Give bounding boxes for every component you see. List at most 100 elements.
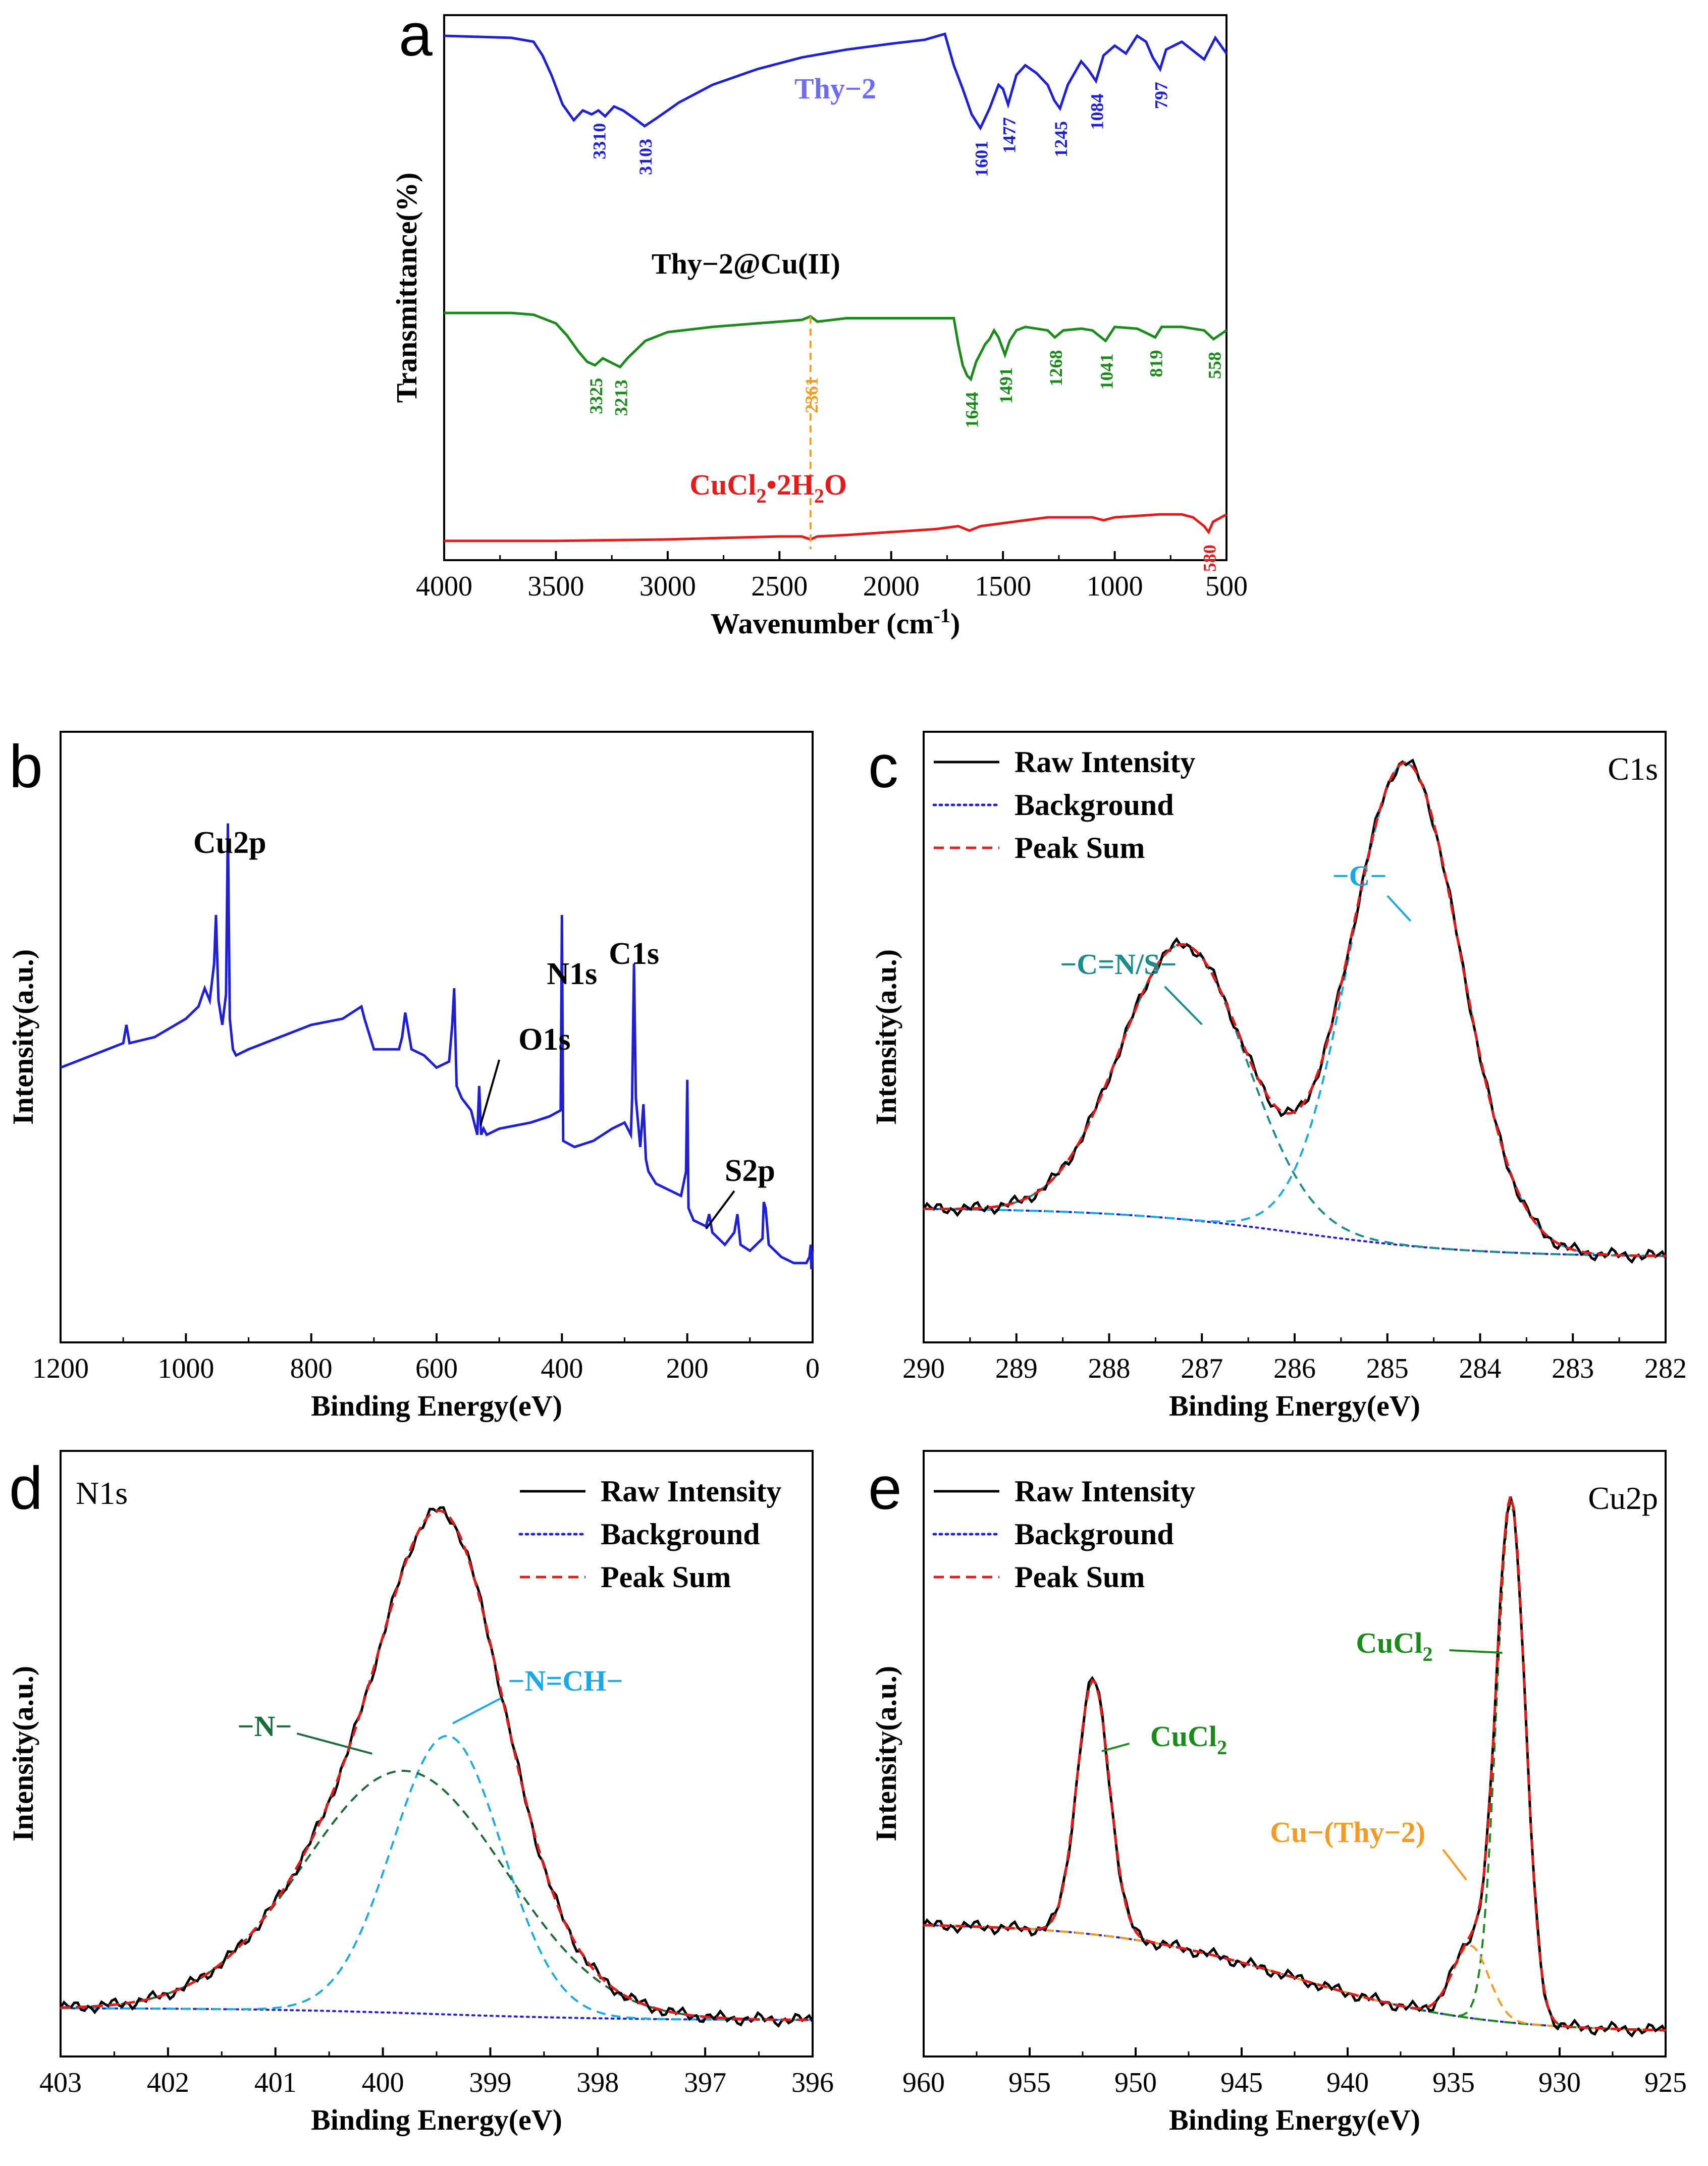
peak-label-558: 558 — [1204, 352, 1224, 379]
x-tick-label-e: 950 — [1114, 2067, 1157, 2098]
legend-label-0: Raw Intensity — [601, 1475, 781, 1508]
peak-label-s2p: S2p — [725, 1154, 775, 1188]
panel-letter-e: e — [868, 1454, 902, 1522]
y-axis-label-b: Intensity(a.u.) — [7, 949, 39, 1125]
peak-label-819: 819 — [1146, 350, 1166, 377]
x-tick-label-e: 940 — [1326, 2067, 1369, 2098]
x-tick-label-a: 2000 — [863, 571, 920, 602]
peak-label-o1s: O1s — [518, 1022, 570, 1057]
x-axis-label-a: Wavenumber (cm-1) — [711, 604, 960, 640]
legend-label-2: Peak Sum — [1015, 831, 1145, 864]
panel-letter-d: d — [9, 1454, 43, 1522]
x-tick-label-c: 282 — [1644, 1353, 1687, 1384]
chart-panel-c: 290 289 288 287 286 285 284 283 282 Binding Energ… — [870, 731, 1687, 1422]
legend-label-1: Background — [1015, 1518, 1174, 1551]
x-tick-label-a: 2500 — [751, 571, 808, 602]
series-label-cucl2: CuCl2•2H2O — [689, 468, 847, 507]
series-line-Thy-2 — [444, 32, 1228, 131]
chart-panel-e: 960 955 950 945 940 935 930 925 Binding Energy(e… — [870, 1450, 1687, 2136]
x-tick-label-c: 288 — [1088, 1353, 1131, 1384]
x-tick-label-b: 800 — [290, 1353, 333, 1384]
component-line-1 — [60, 1769, 813, 2021]
arrow-cu-thy2 — [1442, 1849, 1467, 1881]
arrow-cns — [1164, 986, 1203, 1025]
x-tick-label-a: 500 — [1205, 571, 1248, 602]
subscript: 2 — [814, 484, 824, 507]
x-tick-label-b: 600 — [415, 1353, 458, 1384]
label-rest: O — [824, 468, 847, 501]
core-level-label: C1s — [1608, 751, 1658, 787]
peak-label-3310: 3310 — [590, 123, 610, 159]
peak-label-1245: 1245 — [1051, 121, 1071, 157]
peak-label-1084: 1084 — [1087, 93, 1107, 130]
x-tick-label-a: 1500 — [975, 571, 1031, 602]
component-label-nch: −N=CH− — [508, 1664, 623, 1697]
x-tick-label-e: 960 — [902, 2067, 945, 2098]
peak-label-797: 797 — [1151, 82, 1171, 109]
peak-label-3103: 3103 — [635, 139, 656, 175]
y-axis-label-e: Intensity(a.u.) — [870, 1666, 902, 1842]
x-axis-label-c: Binding Energy(eV) — [1169, 1389, 1420, 1422]
series-line-peak-sum — [60, 1509, 813, 2021]
component-label-cu-thy2: Cu−(Thy−2) — [1270, 1816, 1425, 1849]
x-tick-label-d: 396 — [791, 2067, 834, 2098]
peak-label-1041: 1041 — [1096, 353, 1116, 390]
x-tick-label-c: 290 — [902, 1353, 945, 1384]
core-level-label: Cu2p — [1588, 1480, 1658, 1516]
arrow-cucl2-sat — [1101, 1743, 1130, 1752]
y-axis-label-c: Intensity(a.u.) — [870, 949, 902, 1125]
component-label-cns: −C=N/S− — [1060, 948, 1177, 981]
peak-label-1644: 1644 — [962, 392, 982, 428]
peak-label-580: 580 — [1200, 545, 1220, 572]
peak-label-cu2p: Cu2p — [193, 826, 266, 860]
panel-letter-c: c — [868, 733, 898, 800]
component-line-0 — [61, 1735, 813, 2021]
series-line-survey — [60, 823, 814, 1269]
peak-label-1268: 1268 — [1046, 350, 1066, 386]
x-tick-label-d: 397 — [684, 2067, 726, 2098]
x-axis-label-e: Binding Energy(eV) — [1169, 2103, 1420, 2136]
subscript: 2 — [756, 484, 766, 507]
component-line-1 — [923, 943, 1666, 1257]
x-axis-label-b: Binding Energy(eV) — [311, 1389, 562, 1422]
x-tick-label-c: 283 — [1552, 1353, 1594, 1384]
series-line-Thy-2@Cu(II) — [444, 311, 1227, 382]
panel-letter-b: b — [9, 733, 43, 800]
legend-label-1: Background — [1015, 788, 1174, 822]
peak-label-c1s: C1s — [609, 937, 659, 971]
x-tick-label-d: 401 — [254, 2067, 297, 2098]
label-rest: •2H — [766, 468, 814, 501]
x-tick-label-b: 1000 — [157, 1353, 214, 1384]
chart-panel-a: 4000 3500 3000 2500 2000 1500 1000 500 Wavenumbe… — [390, 14, 1248, 640]
chart-panel-b: 1200 1000 800 600 400 200 0 Binding Energy(eV) I… — [7, 731, 820, 1422]
x-tick-label-d: 403 — [39, 2067, 82, 2098]
series-line-background — [60, 2007, 814, 2021]
x-tick-label-d: 400 — [362, 2067, 404, 2098]
peak-label-1477: 1477 — [999, 117, 1019, 153]
x-tick-label-a: 1000 — [1087, 571, 1143, 602]
x-axis-label-sup: -1 — [934, 604, 950, 627]
panel-letter-a: a — [399, 1, 433, 69]
x-tick-label-e: 955 — [1008, 2067, 1051, 2098]
legend-label-0: Raw Intensity — [1015, 745, 1195, 779]
series-line-peak-sum — [923, 761, 1666, 1258]
x-tick-label-c: 287 — [1181, 1353, 1223, 1384]
arrow-nch — [452, 1697, 502, 1724]
component-label-cucl2-sat: CuCl2 — [1150, 1720, 1227, 1759]
arrow-o1s — [479, 1059, 501, 1126]
x-tick-label-e: 935 — [1432, 2067, 1475, 2098]
series-line-background — [923, 1208, 1667, 1257]
x-tick-label-c: 289 — [995, 1353, 1038, 1384]
component-label-c: −C− — [1332, 859, 1387, 892]
subscript: 2 — [1217, 1736, 1227, 1759]
x-tick-label-e: 930 — [1538, 2067, 1581, 2098]
x-tick-label-c: 286 — [1273, 1353, 1316, 1384]
component-line-2 — [923, 1924, 1666, 2032]
series-line-peak-sum — [923, 1495, 1666, 2032]
x-axis-label-tail: ) — [950, 607, 960, 640]
peak-label-3325: 3325 — [586, 378, 606, 414]
component-label-n: −N− — [237, 1710, 292, 1743]
legend-label-2: Peak Sum — [601, 1560, 731, 1594]
legend-label-2: Peak Sum — [1015, 1560, 1145, 1594]
x-axis-label-d: Binding Energy(eV) — [311, 2103, 562, 2136]
